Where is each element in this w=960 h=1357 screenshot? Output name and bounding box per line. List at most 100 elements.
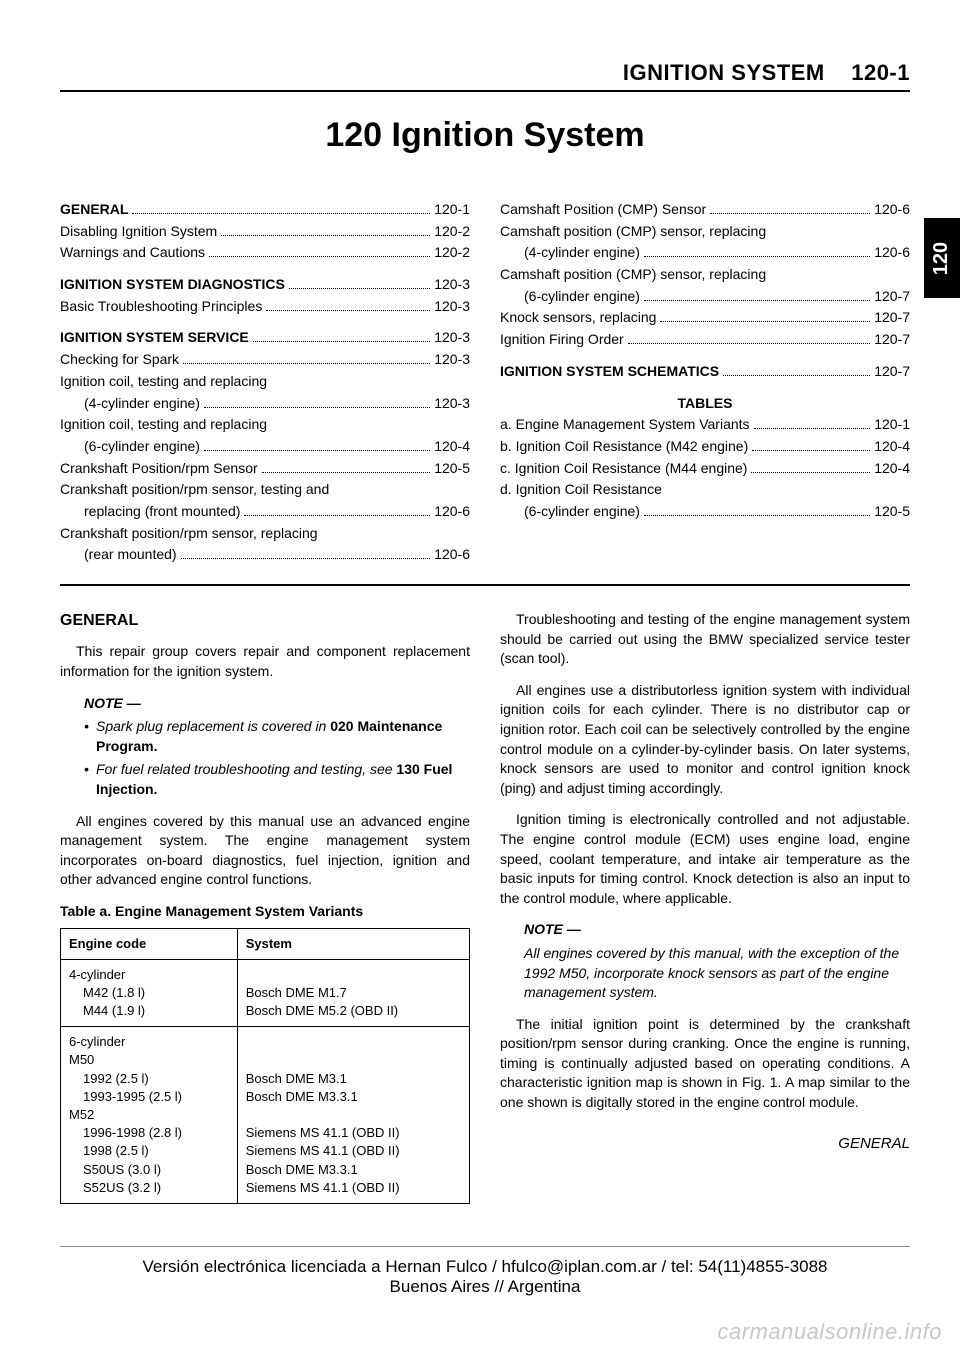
toc-dots bbox=[751, 472, 870, 473]
toc-dots bbox=[266, 310, 430, 311]
table-header: Engine code bbox=[61, 928, 238, 959]
toc-entry-label: c. Ignition Coil Resistance (M44 engine) bbox=[500, 458, 747, 480]
toc-entry-page: 120-6 bbox=[434, 501, 470, 523]
paragraph: Troubleshooting and testing of the engin… bbox=[500, 610, 910, 669]
toc-entry-page: 120-6 bbox=[874, 242, 910, 264]
toc-entry-label: Basic Troubleshooting Principles bbox=[60, 296, 262, 318]
paragraph: All engines use a distributorless igniti… bbox=[500, 681, 910, 799]
intro-paragraph: This repair group covers repair and comp… bbox=[60, 642, 470, 681]
toc-entry-label: Camshaft position (CMP) sensor, replacin… bbox=[500, 221, 766, 243]
toc-tables-heading: TABLES bbox=[500, 393, 910, 415]
toc-dots bbox=[221, 235, 430, 236]
toc-dots bbox=[262, 472, 431, 473]
paragraph: The initial ignition point is determined… bbox=[500, 1015, 910, 1113]
system-cell: Bosch DME M3.1Bosch DME M3.3.1Siemens MS… bbox=[237, 1027, 469, 1204]
toc-entry: GENERAL120-1 bbox=[60, 199, 470, 221]
toc-dots bbox=[644, 300, 870, 301]
table-caption: Table a. Engine Management System Varian… bbox=[60, 902, 470, 922]
note-head: NOTE — bbox=[84, 694, 470, 714]
toc-heading: GENERAL bbox=[60, 199, 128, 221]
note-bullet: • For fuel related troubleshooting and t… bbox=[84, 760, 470, 799]
toc-entry-page: 120-2 bbox=[434, 221, 470, 243]
toc-entry-label: Crankshaft position/rpm sensor, replacin… bbox=[60, 523, 318, 545]
footer-section-label: GENERAL bbox=[500, 1133, 910, 1154]
toc-dots bbox=[710, 213, 870, 214]
side-tab-label: 120 bbox=[931, 241, 954, 274]
license-line-1: Versión electrónica licenciada a Hernan … bbox=[60, 1257, 910, 1277]
toc-entry-label: b. Ignition Coil Resistance (M42 engine) bbox=[500, 436, 748, 458]
body-right-column: Troubleshooting and testing of the engin… bbox=[500, 610, 910, 1204]
toc-entry-label: (6-cylinder engine) bbox=[524, 501, 640, 523]
toc-entry-page: 120-6 bbox=[874, 199, 910, 221]
table-of-contents: GENERAL120-1Disabling Ignition System120… bbox=[60, 199, 910, 586]
toc-dots bbox=[628, 343, 870, 344]
toc-dots bbox=[644, 515, 870, 516]
toc-entry-page: 120-5 bbox=[434, 458, 470, 480]
toc-dots bbox=[204, 450, 430, 451]
engine-code-cell: 4-cylinderM42 (1.8 l)M44 (1.9 l) bbox=[61, 959, 238, 1027]
toc-entry: c. Ignition Coil Resistance (M44 engine)… bbox=[500, 458, 910, 480]
toc-heading: IGNITION SYSTEM SCHEMATICS bbox=[500, 361, 719, 383]
toc-entry-label: Ignition coil, testing and replacing bbox=[60, 414, 267, 436]
note-text-pre: For fuel related troubleshooting and tes… bbox=[96, 761, 396, 777]
toc-dots bbox=[181, 558, 431, 559]
toc-entry-label: a. Engine Management System Variants bbox=[500, 414, 750, 436]
toc-entry: b. Ignition Coil Resistance (M42 engine)… bbox=[500, 436, 910, 458]
toc-entry: Knock sensors, replacing 120-7 bbox=[500, 307, 910, 329]
toc-entry: Warnings and Cautions 120-2 bbox=[60, 242, 470, 264]
toc-entry-page: 120-7 bbox=[874, 307, 910, 329]
note-text: For fuel related troubleshooting and tes… bbox=[96, 760, 470, 799]
paragraph: Ignition timing is electronically contro… bbox=[500, 810, 910, 908]
toc-entry: replacing (front mounted) 120-6 bbox=[60, 501, 470, 523]
table-row: 4-cylinderM42 (1.8 l)M44 (1.9 l)Bosch DM… bbox=[61, 959, 470, 1027]
toc-dots bbox=[253, 341, 430, 342]
toc-entry-label: replacing (front mounted) bbox=[84, 501, 240, 523]
toc-entry: a. Engine Management System Variants120-… bbox=[500, 414, 910, 436]
header-rule: IGNITION SYSTEM 120-1 bbox=[60, 60, 910, 92]
toc-dots bbox=[244, 515, 430, 516]
toc-dots bbox=[289, 288, 430, 289]
toc-entry-label: Warnings and Cautions bbox=[60, 242, 205, 264]
toc-dots bbox=[660, 321, 870, 322]
toc-entry: IGNITION SYSTEM SERVICE120-3 bbox=[60, 327, 470, 349]
toc-entry: Disabling Ignition System120-2 bbox=[60, 221, 470, 243]
note-text: All engines covered by this manual, with… bbox=[524, 944, 910, 1003]
toc-entry-label: Knock sensors, replacing bbox=[500, 307, 656, 329]
header-page-ref: 120-1 bbox=[851, 60, 910, 85]
toc-entry-label: Checking for Spark bbox=[60, 349, 179, 371]
body-left-column: GENERAL This repair group covers repair … bbox=[60, 610, 470, 1204]
note-block-1: NOTE — • Spark plug replacement is cover… bbox=[84, 694, 470, 800]
side-tab: 120 bbox=[924, 218, 960, 298]
toc-entry: IGNITION SYSTEM DIAGNOSTICS120-3 bbox=[60, 274, 470, 296]
bullet-dot: • bbox=[84, 760, 96, 799]
engine-variants-table: Engine code System 4-cylinderM42 (1.8 l)… bbox=[60, 928, 470, 1204]
table-header-row: Engine code System bbox=[61, 928, 470, 959]
toc-entry-page: 120-2 bbox=[434, 242, 470, 264]
toc-entry-page: 120-7 bbox=[874, 286, 910, 308]
toc-entry: (4-cylinder engine) 120-3 bbox=[60, 393, 470, 415]
table-row: 6-cylinderM501992 (2.5 l)1993-1995 (2.5 … bbox=[61, 1027, 470, 1204]
license-line-2: Buenos Aires // Argentina bbox=[60, 1277, 910, 1297]
toc-dots bbox=[183, 363, 430, 364]
toc-entry-label: Crankshaft Position/rpm Sensor bbox=[60, 458, 258, 480]
note-text: Spark plug replacement is covered in 020… bbox=[96, 717, 470, 756]
toc-entry: (6-cylinder engine)120-7 bbox=[500, 286, 910, 308]
toc-dots bbox=[644, 256, 870, 257]
license-footer: Versión electrónica licenciada a Hernan … bbox=[60, 1246, 910, 1297]
toc-right-column: Camshaft Position (CMP) Sensor120-6Camsh… bbox=[500, 199, 910, 566]
toc-entry: (rear mounted)120-6 bbox=[60, 544, 470, 566]
toc-dots bbox=[752, 450, 870, 451]
table-header: System bbox=[237, 928, 469, 959]
watermark: carmanualsonline.info bbox=[717, 1319, 942, 1345]
toc-heading: IGNITION SYSTEM DIAGNOSTICS bbox=[60, 274, 285, 296]
toc-entry-label: (4-cylinder engine) bbox=[84, 393, 200, 415]
toc-entry-label: (6-cylinder engine) bbox=[84, 436, 200, 458]
toc-entry-page: 120-3 bbox=[434, 349, 470, 371]
toc-entry-page: 120-3 bbox=[434, 393, 470, 415]
toc-entry-label: Ignition Firing Order bbox=[500, 329, 624, 351]
toc-entry-page: 120-6 bbox=[434, 544, 470, 566]
toc-entry-page: 120-4 bbox=[434, 436, 470, 458]
toc-heading: IGNITION SYSTEM SERVICE bbox=[60, 327, 249, 349]
note-bullet: • Spark plug replacement is covered in 0… bbox=[84, 717, 470, 756]
header-right: IGNITION SYSTEM 120-1 bbox=[60, 60, 910, 86]
